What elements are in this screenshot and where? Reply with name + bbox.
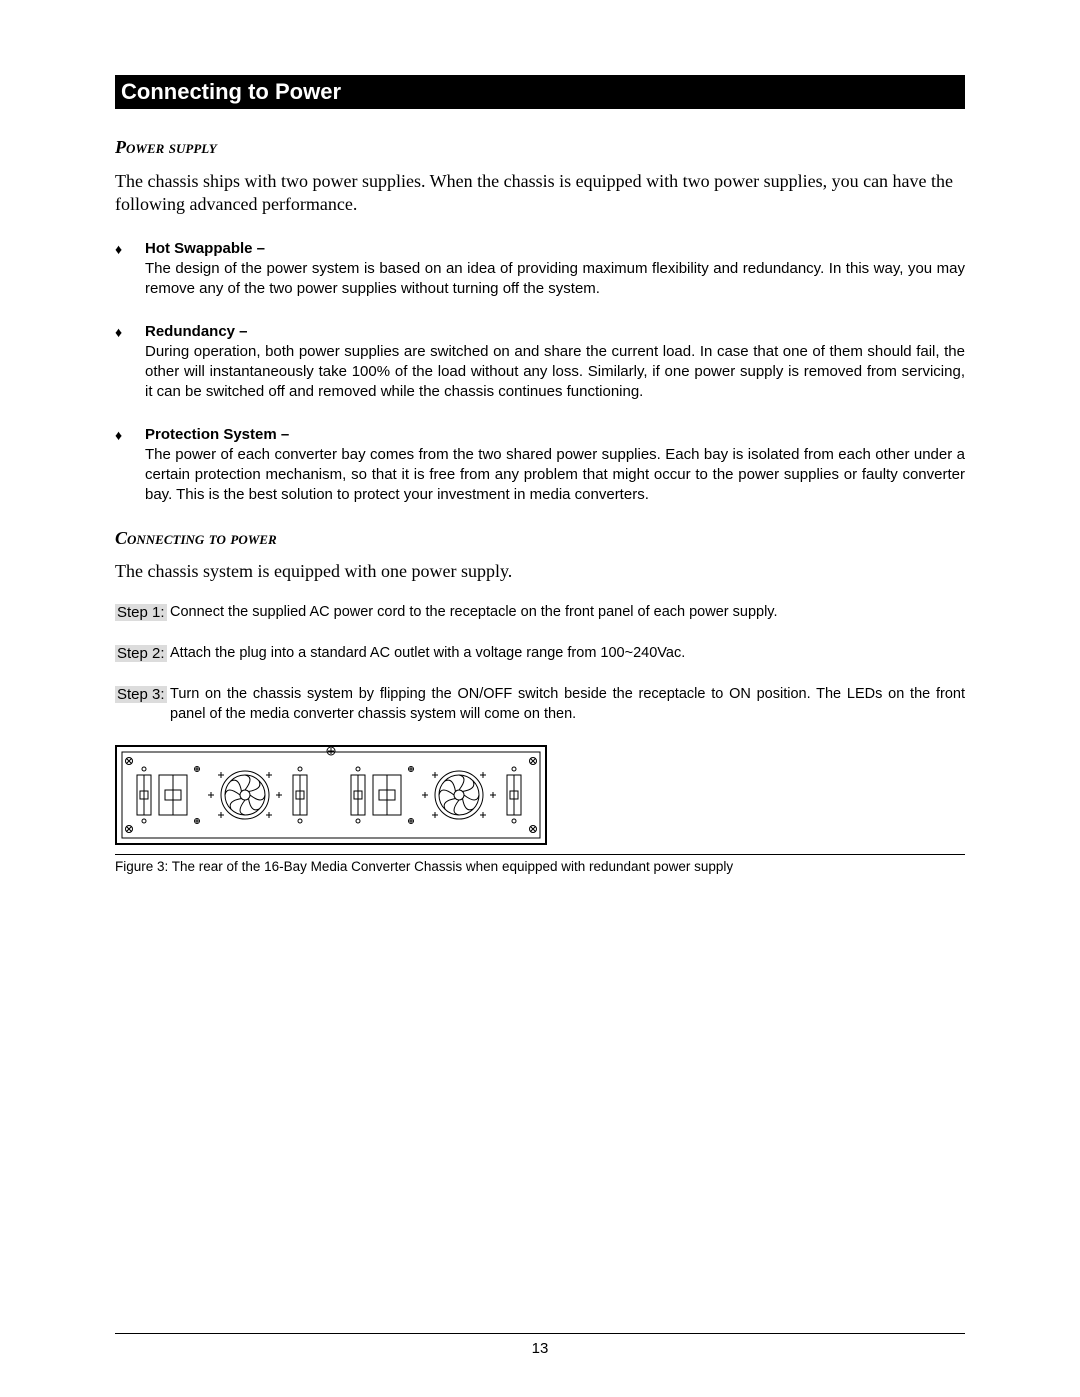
step-text: Attach the plug into a standard AC outle… bbox=[170, 643, 965, 664]
step-text: Turn on the chassis system by flipping t… bbox=[170, 684, 965, 725]
figure-rule bbox=[115, 854, 965, 855]
feature-text: The design of the power system is based … bbox=[145, 260, 965, 297]
psu-module-left bbox=[137, 766, 307, 823]
step-item: Step 2: Attach the plug into a standard … bbox=[115, 643, 965, 664]
feature-body: Hot Swappable – The design of the power … bbox=[145, 239, 965, 300]
step-label: Step 1: bbox=[115, 604, 167, 621]
bullet-icon: ♦ bbox=[115, 425, 145, 506]
section-heading-power-supply: Power supply bbox=[115, 137, 965, 158]
feature-body: Protection System – The power of each co… bbox=[145, 425, 965, 506]
feature-item: ♦ Protection System – The power of each … bbox=[115, 425, 965, 506]
intro-paragraph: The chassis ships with two power supplie… bbox=[115, 170, 965, 217]
bullet-icon: ♦ bbox=[115, 239, 145, 300]
psu-module-right bbox=[351, 766, 521, 823]
document-page: Connecting to Power Power supply The cha… bbox=[0, 0, 1080, 1397]
feature-title: Hot Swappable – bbox=[145, 240, 265, 257]
feature-body: Redundancy – During operation, both powe… bbox=[145, 322, 965, 403]
feature-title: Redundancy – bbox=[145, 323, 248, 340]
figure-caption: Figure 3: The rear of the 16-Bay Media C… bbox=[115, 859, 965, 874]
step-text: Connect the supplied AC power cord to th… bbox=[170, 602, 965, 623]
figure-container: Figure 3: The rear of the 16-Bay Media C… bbox=[115, 745, 965, 874]
page-footer: 13 bbox=[115, 1333, 965, 1357]
footer-rule bbox=[115, 1333, 965, 1334]
step-label: Step 3: bbox=[115, 686, 167, 703]
bullet-icon: ♦ bbox=[115, 322, 145, 403]
step-item: Step 1: Connect the supplied AC power co… bbox=[115, 602, 965, 623]
feature-list: ♦ Hot Swappable – The design of the powe… bbox=[115, 239, 965, 506]
feature-title: Protection System – bbox=[145, 426, 289, 443]
chapter-title-bar: Connecting to Power bbox=[115, 75, 965, 109]
equip-paragraph: The chassis system is equipped with one … bbox=[115, 561, 965, 582]
feature-text: During operation, both power supplies ar… bbox=[145, 343, 965, 401]
chapter-title: Connecting to Power bbox=[121, 79, 341, 104]
feature-item: ♦ Redundancy – During operation, both po… bbox=[115, 322, 965, 403]
feature-item: ♦ Hot Swappable – The design of the powe… bbox=[115, 239, 965, 300]
page-number: 13 bbox=[115, 1340, 965, 1357]
chassis-diagram bbox=[115, 745, 547, 845]
step-item: Step 3: Turn on the chassis system by fl… bbox=[115, 684, 965, 725]
feature-text: The power of each converter bay comes fr… bbox=[145, 446, 965, 504]
section-heading-connecting: Connecting to power bbox=[115, 528, 965, 549]
step-label: Step 2: bbox=[115, 645, 167, 662]
